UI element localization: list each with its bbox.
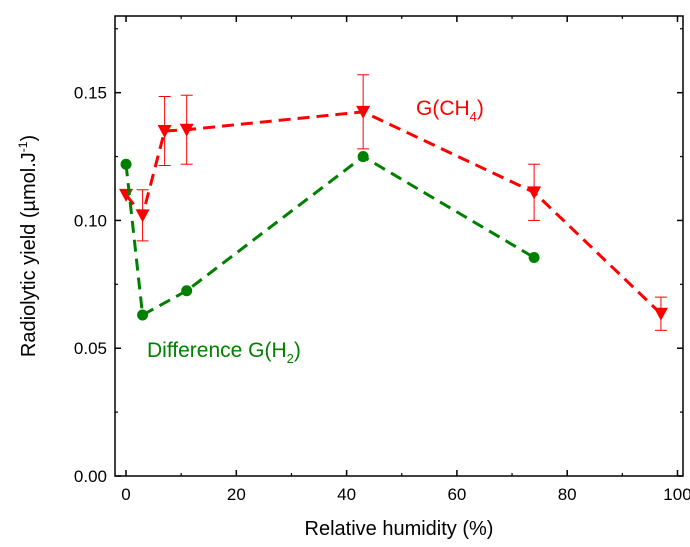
axes: 0 20 40 60 80 100 0.00 0.05 0.10 0.15: [74, 16, 690, 504]
plot-frame: [115, 16, 683, 476]
x-tick-label-0: 0: [121, 485, 130, 504]
series-label-h2-sub: 2: [287, 351, 294, 366]
x-tick-label-60: 60: [447, 485, 466, 504]
y-tick-label-2: 0.10: [74, 211, 107, 230]
data-point-1-1: [137, 310, 148, 321]
x-tick-label-20: 20: [227, 485, 246, 504]
plot-area: [119, 75, 668, 331]
x-tick-label-100: 100: [663, 485, 690, 504]
series-line-0: [126, 112, 661, 314]
series-label-ch4-main: G(CH: [416, 97, 470, 120]
series-label-h2: Difference G(H2): [147, 339, 301, 366]
data-point-0-5: [527, 186, 541, 199]
series-label-h2-end: ): [294, 339, 301, 362]
data-point-1-2: [181, 285, 192, 296]
data-point-0-6: [654, 308, 668, 321]
y-axis-title-end: ): [18, 135, 40, 142]
x-tick-label-40: 40: [337, 485, 356, 504]
y-axis-title-sup: -1: [16, 141, 30, 152]
data-point-1-0: [121, 159, 132, 170]
series-label-ch4-sub: 4: [470, 109, 477, 124]
series-label-ch4: G(CH4): [416, 97, 484, 124]
y-tick-label-1: 0.05: [74, 339, 107, 358]
data-point-1-3: [358, 151, 369, 162]
x-axis-title: Relative humidity (%): [305, 518, 494, 540]
x-tick-label-80: 80: [558, 485, 577, 504]
y-tick-label-3: 0.15: [74, 84, 107, 103]
data-point-0-1: [136, 209, 150, 222]
data-point-1-4: [529, 252, 540, 263]
series-label-ch4-end: ): [477, 97, 484, 120]
y-axis-title: Radiolytic yield (µmol.J-1): [16, 135, 40, 357]
y-tick-label-0: 0.00: [74, 467, 107, 486]
series-label-h2-main: Difference G(H: [147, 339, 287, 362]
y-axis-title-main: Radiolytic yield (µmol.J: [18, 152, 40, 357]
